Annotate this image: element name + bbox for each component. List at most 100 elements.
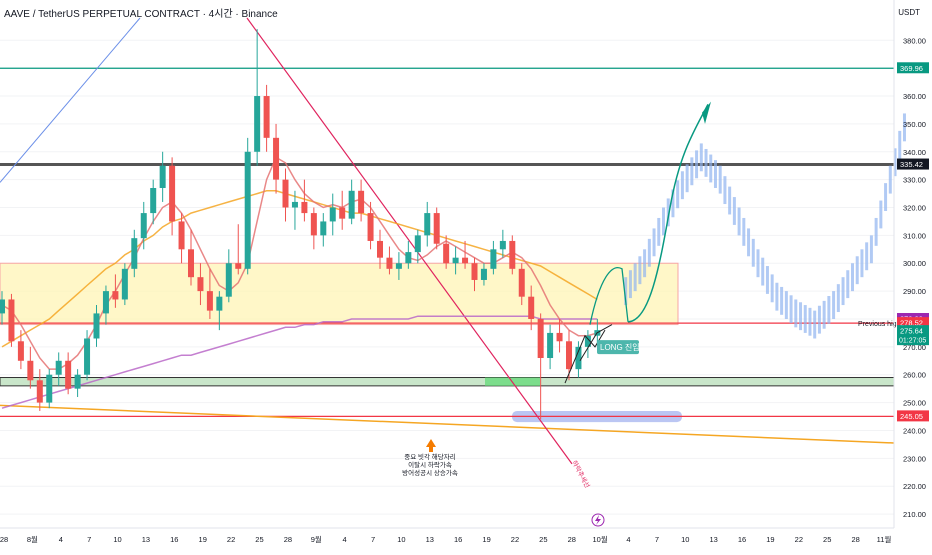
x-tick-label: 8월 [27,534,38,544]
candle-body [377,240,383,258]
downtrend-line [246,17,573,465]
candle-body [263,96,270,138]
candle-body [254,96,261,152]
y-tick-label: 290.00 [903,287,926,296]
x-tick-label: 7 [655,535,659,544]
long-entry-badge [597,340,639,355]
price-tag: 278.52 [900,319,923,328]
candle-body [140,213,147,239]
candle-body [537,318,544,358]
y-tick-label: 270.00 [903,343,926,352]
candle-body [0,299,5,314]
candle-body [169,165,176,222]
candle-body [74,374,81,389]
candle-body [462,257,469,264]
price-tag: 369.96 [900,64,923,73]
price-tag-bg [897,410,929,422]
note-line-2: 이탈시 하락가속 [408,460,452,469]
green-projection-arrowhead [702,101,711,124]
candle-body [424,213,431,236]
candle-body [329,207,336,222]
x-tick-label: 9월 [311,534,322,544]
y-tick-label: 360.00 [903,92,926,101]
y-tick-label: 260.00 [903,371,926,380]
candle-body [339,207,346,219]
price-tag-bg [897,317,929,329]
candle-body [566,341,572,370]
x-tick-label: 25 [539,535,547,544]
x-tick-label: 10 [397,535,405,544]
x-tick-label: 11월 [877,534,892,544]
yellow-resistance-zone [0,262,679,326]
candle-body [216,296,223,311]
downtrend-label: 하락추세선 [570,459,592,490]
candle-body [206,291,213,311]
price-tag-bg [897,158,929,170]
candle-body [556,332,563,342]
price-tag-bg [897,62,929,74]
price-tag: 275.64 [900,327,923,336]
candle-body [55,360,62,375]
x-tick-label: 13 [142,535,150,544]
wedge-line [564,329,606,384]
green-projection-curve [627,104,709,323]
y-tick-label: 300.00 [903,259,926,268]
candle-body [17,341,24,361]
candle-body [433,213,440,244]
candle-body [150,188,157,214]
y-tick-label: 340.00 [903,148,926,157]
ma-orange-line [1,190,598,348]
candle-body [452,257,459,264]
x-tick-label: 16 [170,535,178,544]
x-tick-label: 10 [113,535,121,544]
x-tick-label: 7 [87,535,91,544]
x-tick-label: 22 [511,535,519,544]
x-tick-label: 28 [284,535,292,544]
lightning-icon [591,513,605,527]
candle-body [131,238,138,269]
candle-body [386,257,393,269]
price-tag: 335.42 [900,160,923,169]
candle-body [405,252,412,264]
candle-body [46,374,53,403]
candle-body [490,249,497,269]
x-tick-label: 4 [626,535,630,544]
x-tick-label: 19 [199,535,207,544]
y-tick-label: 230.00 [903,454,926,463]
candle-body [84,338,91,375]
x-tick-label: 19 [766,535,774,544]
y-tick-label: 210.00 [903,510,926,519]
x-tick-label: 28 [851,535,859,544]
candle-body [93,313,100,339]
x-tick-label: 4 [59,535,63,544]
x-tick-label: 28 [0,535,8,544]
y-tick-label: 320.00 [903,204,926,213]
x-tick-label: 10월 [593,534,608,544]
candle-body [273,137,280,180]
candle-body [575,346,582,370]
candle-body [395,263,402,269]
y-tick-label: 330.00 [903,176,926,185]
price-tag-timer: 01:27:05 [899,338,926,345]
candle-body [509,240,516,269]
long-orange-trendline [0,404,895,444]
x-tick-label: 16 [738,535,746,544]
candle-body [443,243,450,264]
candle-body [244,151,251,269]
candle-body [102,291,109,314]
y-tick-label: 380.00 [903,36,926,45]
price-tag: 245.05 [900,412,923,421]
candle-body [112,291,119,300]
x-tick-label: 28 [568,535,576,544]
candle-body [367,213,374,241]
x-tick-label: 19 [482,535,490,544]
candle-body [197,277,204,292]
candle-body [528,296,535,319]
orange-up-arrow [426,439,436,452]
candle-body [188,249,194,278]
note-line-1: 중요 빗각 해당자리 [404,452,455,461]
candle-body [310,213,317,236]
candle-body [547,332,554,358]
